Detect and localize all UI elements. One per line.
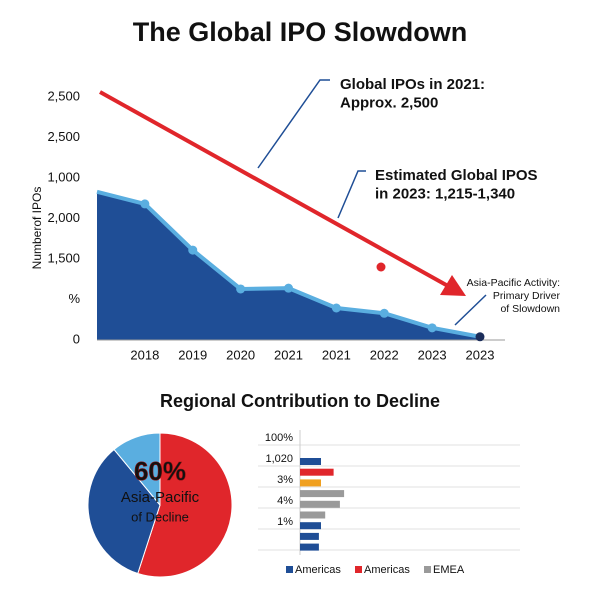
y-tick-label: 1,020 — [265, 453, 293, 465]
x-tick-label: 2018 — [130, 347, 159, 362]
pie-slice — [87, 448, 161, 575]
annotation: Global IPOs in 2021: — [340, 76, 485, 93]
annotation: Asia-Pacific Activity: — [467, 277, 560, 289]
arrow-head — [440, 275, 466, 296]
section-title: Regional Contribution to Decline — [160, 391, 440, 411]
legend-swatch — [424, 566, 431, 573]
legend-swatch — [286, 566, 293, 573]
point — [284, 283, 293, 293]
annotation: Approx. 2,500 — [340, 95, 438, 112]
y-tick-label: 2,500 — [47, 129, 80, 144]
x-tick-label: 2021 — [274, 347, 303, 362]
pie-slice — [113, 432, 161, 507]
x-tick-label: 2020 — [226, 347, 255, 362]
bar — [300, 479, 321, 487]
bar — [300, 490, 345, 498]
bar — [300, 532, 319, 540]
area — [97, 191, 480, 340]
chart-title: The Global IPO Slowdown — [133, 17, 468, 47]
x-tick-label: 2022 — [370, 347, 399, 362]
center-label: of Decline — [131, 509, 189, 524]
y-tick-label: 1,500 — [47, 250, 80, 265]
trend-dot — [376, 262, 386, 272]
point — [236, 284, 246, 294]
bar — [300, 500, 340, 508]
x-tick-label: 2019 — [178, 347, 207, 362]
bar — [300, 458, 321, 465]
leader-line — [454, 294, 487, 326]
y-tick-label: 1,000 — [47, 169, 80, 184]
pie-slice — [137, 432, 233, 578]
legend-label: Americas — [364, 564, 410, 576]
trend-arrow — [99, 90, 449, 288]
y-tick-label: 2,500 — [47, 88, 80, 103]
point — [140, 199, 150, 209]
x-tick-label: 2023 — [466, 347, 495, 362]
y-tick-label: 100% — [265, 432, 293, 444]
annotation: in 2023: 1,215-1,340 — [375, 186, 515, 203]
point — [379, 308, 389, 318]
y-tick-label: 3% — [277, 474, 293, 486]
y-tick-label: 0 — [73, 331, 80, 346]
annotation: Estimated Global IPOS — [375, 167, 538, 184]
bar — [300, 543, 319, 551]
y-tick-label: 2,000 — [47, 210, 80, 225]
legend-label: Americas — [295, 564, 341, 576]
point — [475, 332, 485, 342]
leader-line — [257, 79, 330, 169]
bar — [300, 522, 321, 530]
bar — [300, 468, 334, 476]
y-tick-label: 4% — [277, 495, 293, 507]
legend-swatch — [355, 566, 362, 573]
point — [188, 245, 198, 255]
y-tick-label: 1% — [277, 516, 293, 528]
y-tick-label: % — [68, 291, 80, 306]
x-tick-label: 2021 — [322, 347, 351, 362]
x-tick-label: 2023 — [418, 347, 447, 362]
legend-label: EMEA — [433, 564, 465, 576]
annotation: Primary Driver — [493, 290, 561, 302]
y-axis-label: Numberof IPOs — [30, 187, 44, 270]
bar — [300, 511, 326, 519]
center-label: Asia-Pacific — [121, 489, 200, 506]
annotation: of Slowdown — [500, 303, 560, 315]
center-label: 60% — [134, 456, 186, 486]
leader-line — [337, 170, 366, 219]
point — [427, 323, 437, 333]
point — [331, 303, 341, 313]
